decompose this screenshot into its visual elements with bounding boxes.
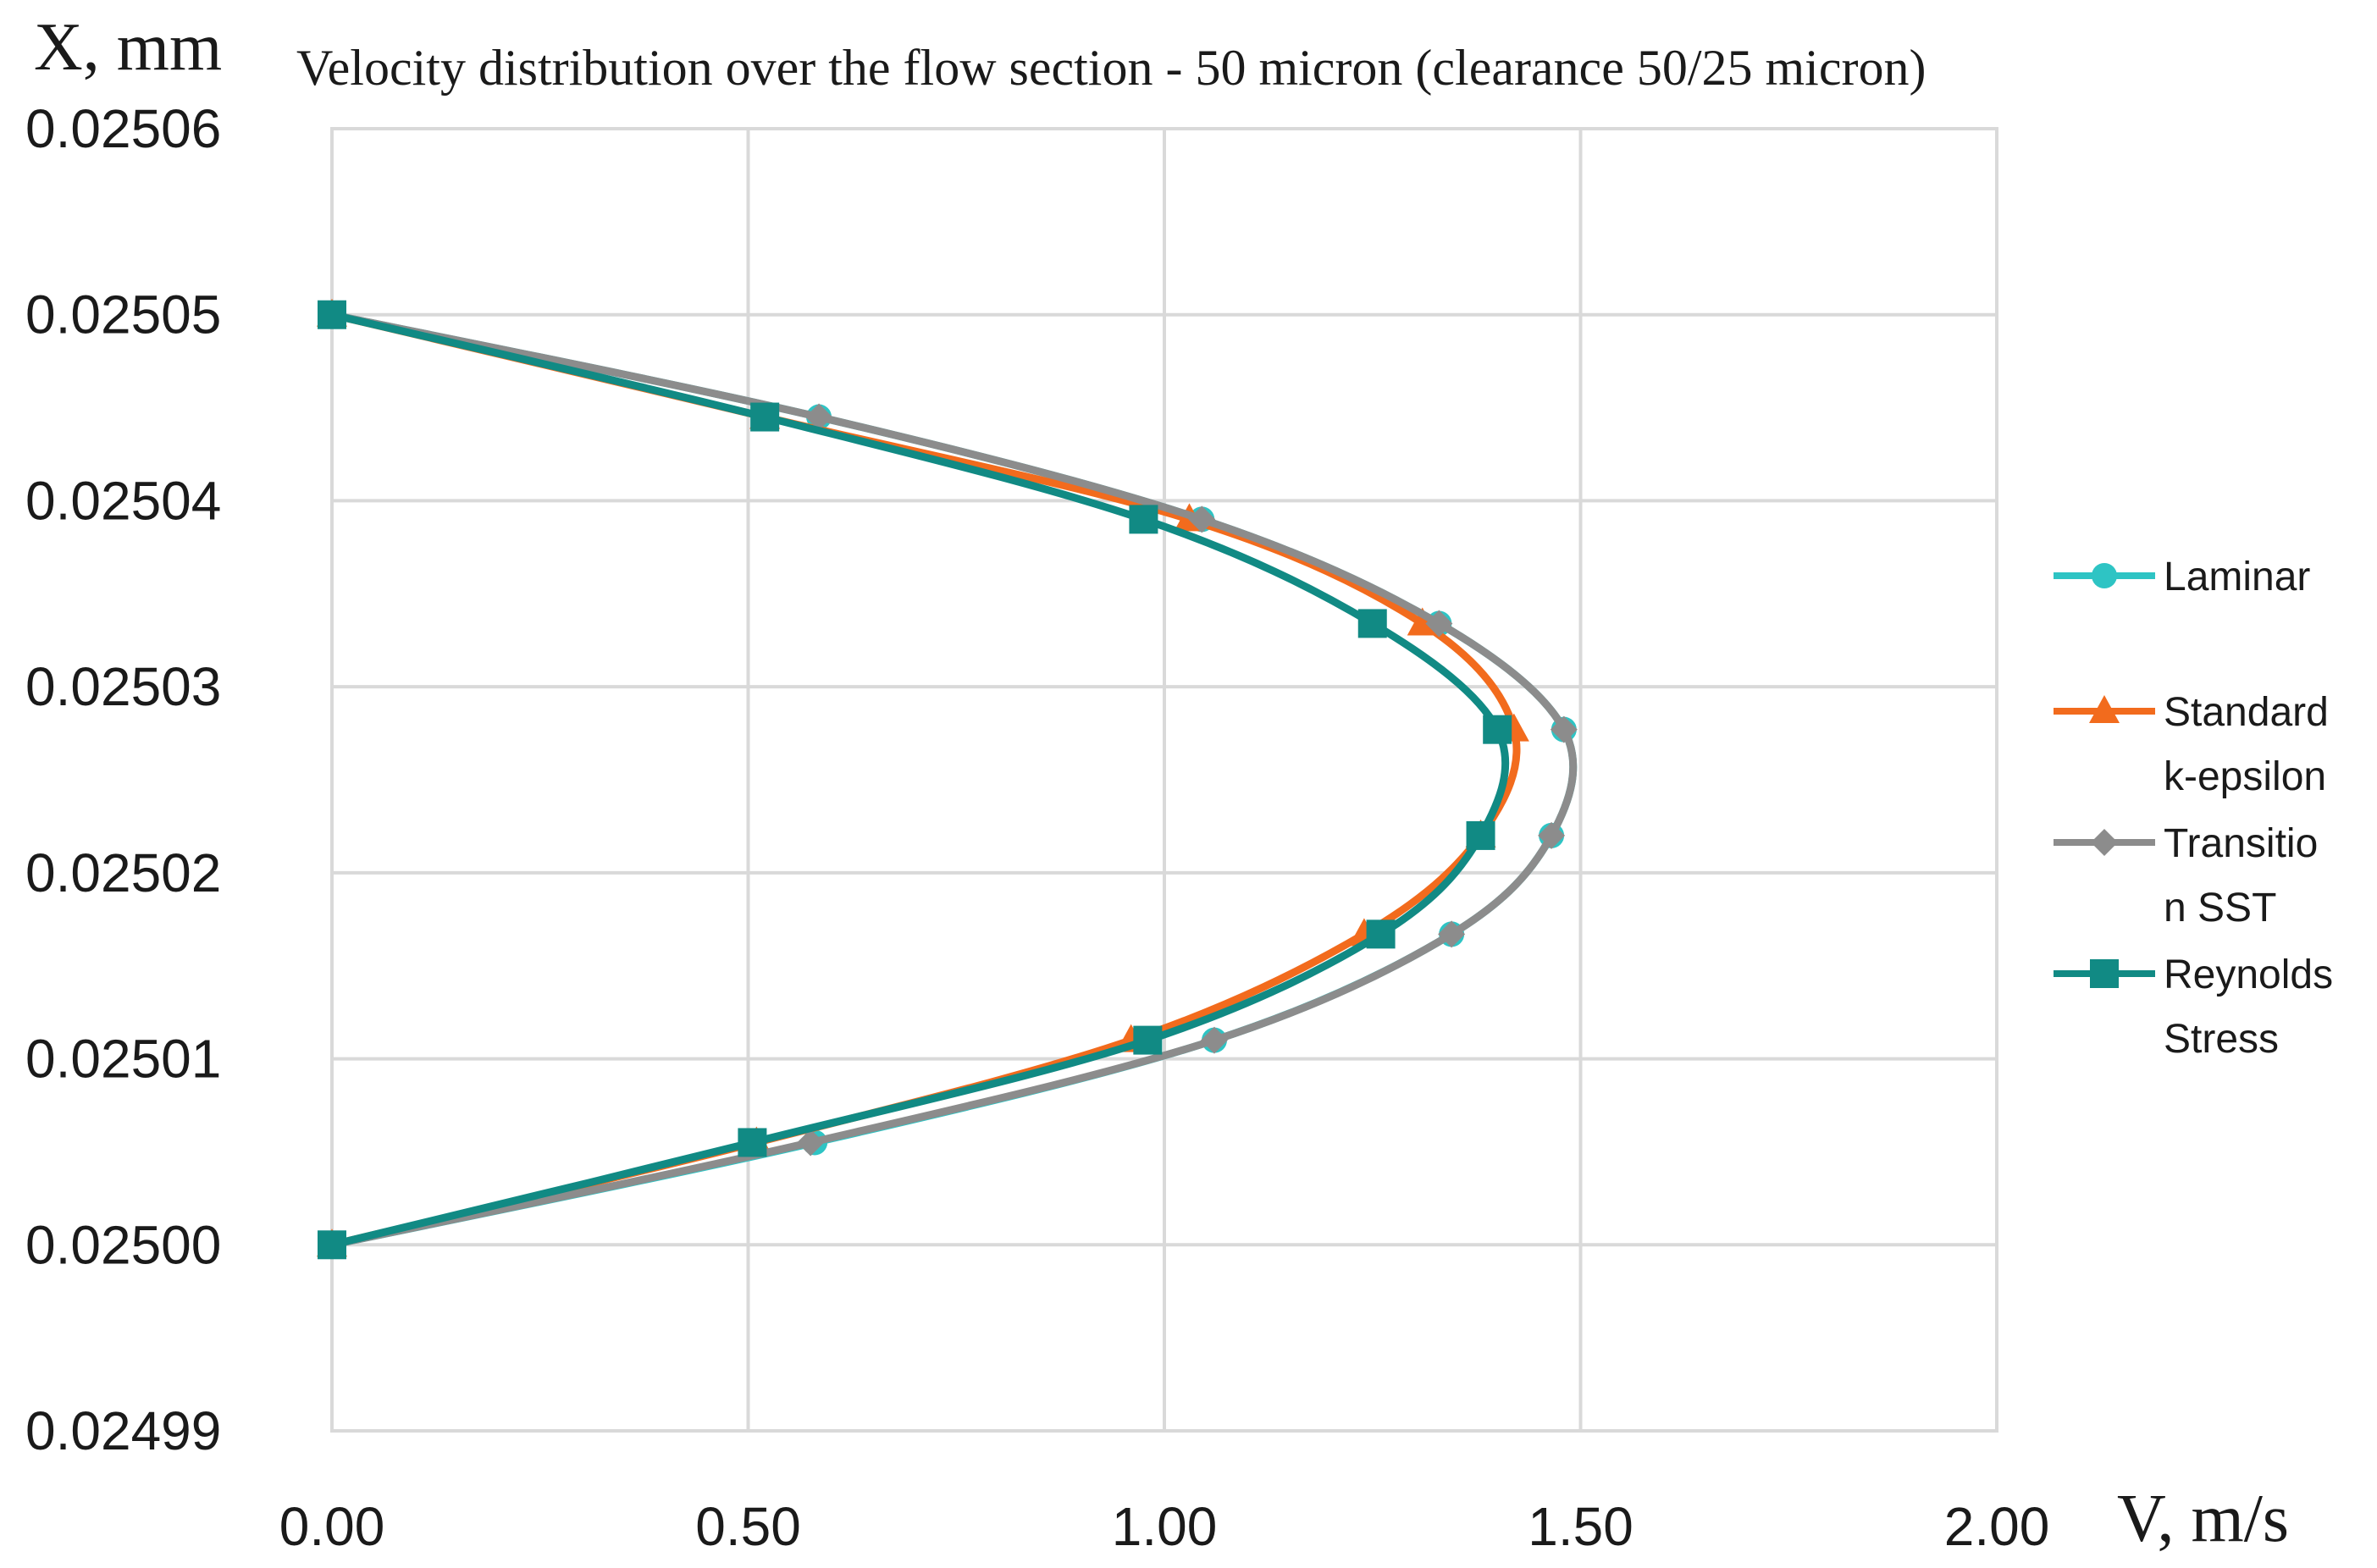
data-point-reynolds-stress xyxy=(1466,820,1495,850)
y-tick-label: 0.02502 xyxy=(25,842,221,903)
data-point-transition-sst xyxy=(1438,920,1466,948)
data-point-reynolds-stress xyxy=(1133,1025,1163,1055)
legend-marker-swatch xyxy=(2091,829,2118,856)
legend-marker-swatch xyxy=(2092,563,2117,588)
legend-label-line: n SST xyxy=(2164,886,2276,930)
legend-label: Transitio n SST xyxy=(2164,821,2318,930)
x-tick-label: 1.50 xyxy=(1528,1496,1633,1557)
legend-marker-swatch xyxy=(2090,959,2119,988)
legend-label-line: Stress xyxy=(2164,1017,2279,1062)
legend-item-laminar[interactable]: Laminar xyxy=(2054,555,2310,599)
data-point-transition-sst xyxy=(1425,610,1453,638)
data-point-reynolds-stress xyxy=(738,1128,767,1157)
series-line-reynolds-stress xyxy=(328,311,1510,1249)
legend: Laminar Standard k-epsilon Transitio n SST Re… xyxy=(2054,555,2333,1062)
series-group xyxy=(317,298,1578,1260)
data-point-reynolds-stress xyxy=(318,1230,346,1260)
y-axis-title: X, mm xyxy=(34,10,222,85)
series-line-laminar xyxy=(328,311,1578,1249)
y-tick-label: 0.02506 xyxy=(25,98,221,159)
series-reynolds-stress xyxy=(318,300,1512,1260)
legend-label-line: k-epsilon xyxy=(2164,754,2326,799)
legend-label: Laminar xyxy=(2164,555,2310,599)
y-tick-label: 0.02503 xyxy=(25,656,221,717)
data-point-reynolds-stress xyxy=(1366,919,1396,949)
data-point-standard-k-epsilon xyxy=(1407,607,1438,636)
legend-item-standard-k-epsilon[interactable]: Standard k-epsilon xyxy=(2054,690,2329,799)
data-point-transition-sst xyxy=(1550,715,1578,743)
x-tick-label: 0.50 xyxy=(695,1496,801,1557)
chart-title: Velocity distribution over the flow sect… xyxy=(296,40,1926,96)
x-tick-label: 0.00 xyxy=(279,1496,385,1557)
data-point-reynolds-stress xyxy=(750,402,780,432)
y-tick-label: 0.02499 xyxy=(25,1400,221,1461)
data-point-reynolds-stress xyxy=(1129,505,1158,534)
legend-item-reynolds-stress[interactable]: Reynolds Stress xyxy=(2054,952,2333,1062)
data-point-reynolds-stress xyxy=(318,300,346,329)
x-tick-label: 2.00 xyxy=(1944,1496,2050,1557)
y-tick-label: 0.02505 xyxy=(25,284,221,345)
y-tick-label: 0.02504 xyxy=(25,470,221,531)
x-tick-label: 1.00 xyxy=(1112,1496,1218,1557)
legend-label: Reynolds Stress xyxy=(2164,952,2333,1062)
legend-label-line: Laminar xyxy=(2164,555,2310,599)
legend-label-line: Standard xyxy=(2164,690,2329,735)
data-point-reynolds-stress xyxy=(1483,715,1512,744)
data-point-reynolds-stress xyxy=(1357,609,1387,638)
data-point-transition-sst xyxy=(805,403,833,431)
tick-labels: 0.02499 0.02500 0.02501 0.02502 0.02503 0.025… xyxy=(25,98,2049,1557)
data-point-transition-sst xyxy=(797,1129,825,1157)
legend-label: Standard k-epsilon xyxy=(2164,690,2329,799)
x-axis-title: V, m/s xyxy=(2117,1482,2289,1556)
data-point-transition-sst xyxy=(1200,1026,1228,1054)
data-point-transition-sst xyxy=(1538,821,1566,849)
y-tick-label: 0.02500 xyxy=(25,1214,221,1275)
series-line-transition-sst xyxy=(328,311,1578,1249)
legend-label-line: Transitio xyxy=(2164,821,2318,866)
grid xyxy=(330,127,1998,1433)
legend-label-line: Reynolds xyxy=(2164,952,2333,997)
legend-marker-swatch xyxy=(2089,695,2120,723)
legend-item-transition-sst[interactable]: Transitio n SST xyxy=(2054,821,2318,930)
data-point-transition-sst xyxy=(1188,505,1216,533)
y-tick-label: 0.02501 xyxy=(25,1029,221,1090)
